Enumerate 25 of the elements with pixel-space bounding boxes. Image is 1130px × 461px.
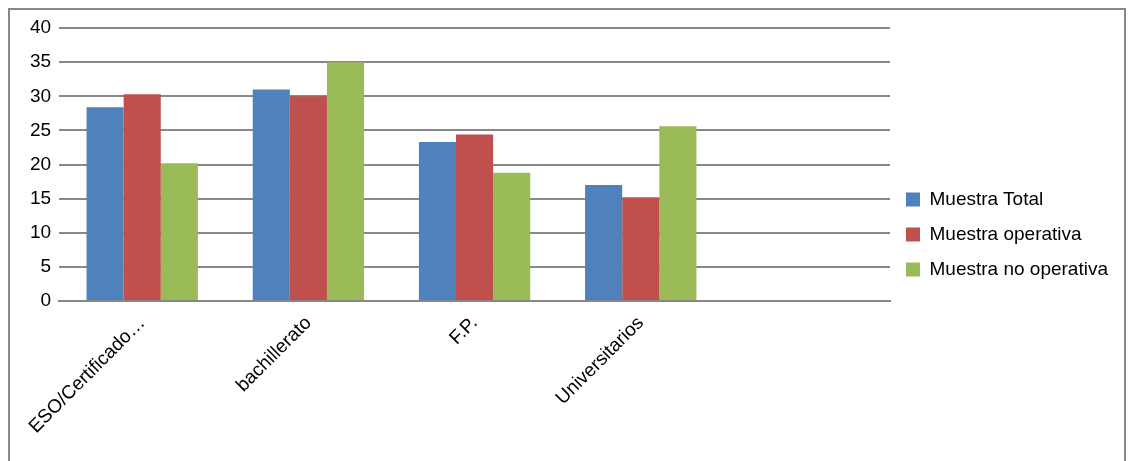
bar <box>659 126 697 301</box>
bar <box>252 89 290 301</box>
y-tick-label: 20 <box>29 152 52 174</box>
bar <box>585 185 623 301</box>
bar <box>622 197 660 301</box>
bar <box>456 134 494 301</box>
legend-label: Muestra Total <box>929 187 1044 209</box>
bar <box>493 172 531 301</box>
x-tick-label: F.P. <box>444 311 482 349</box>
y-tick-label: 15 <box>29 186 52 208</box>
bar <box>326 62 365 301</box>
legend-label: Muestra no operativa <box>929 257 1109 279</box>
y-tick-label: 0 <box>40 289 52 311</box>
y-tick-label: 35 <box>29 50 52 72</box>
legend-label: Muestra operativa <box>929 222 1083 244</box>
bar <box>289 96 327 301</box>
bar <box>418 142 457 301</box>
bar <box>160 163 198 301</box>
y-tick-label: 40 <box>29 16 52 38</box>
y-tick-label: 5 <box>40 255 52 277</box>
y-tick-label: 10 <box>29 221 52 243</box>
y-tick-label: 25 <box>29 118 52 140</box>
bar <box>123 94 161 301</box>
y-tick-label: 30 <box>29 84 52 106</box>
bar <box>86 107 124 301</box>
